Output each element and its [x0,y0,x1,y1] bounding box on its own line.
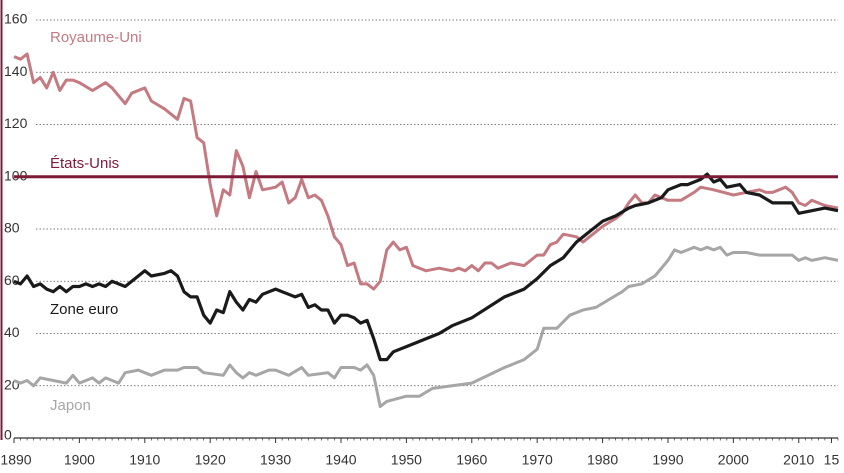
x-tick-label: 1930 [260,452,291,468]
series-line [13,52,839,291]
x-tick-label: 1900 [64,452,95,468]
y-tick-label: 20 [4,376,20,392]
series-label: Royaume-Uni [50,29,142,46]
x-tick-label: 1980 [587,452,618,468]
y-tick-label: 140 [4,63,28,79]
y-tick-label: 60 [4,272,20,288]
series-line [13,245,839,409]
series-line [13,172,839,362]
x-tick-label: 1920 [195,452,226,468]
x-tick-label: 1890 [0,452,31,468]
series-label: Zone euro [50,301,118,318]
y-tick-label: 80 [4,220,20,236]
x-tick-label: 1960 [456,452,487,468]
x-tick-label: 15 [824,452,840,468]
y-tick-label: 40 [4,324,20,340]
series-label: États-Unis [50,155,119,172]
x-tick-label: 1950 [391,452,422,468]
x-tick-label: 1990 [652,452,683,468]
x-tick-label: 2000 [718,452,749,468]
x-tick-label: 1970 [522,452,553,468]
y-tick-label: 160 [4,11,28,27]
y-tick-label: 0 [4,427,12,443]
x-tick-label: 2010 [783,452,814,468]
x-tick-label: 1910 [129,452,160,468]
x-tick-label: 1940 [325,452,356,468]
y-tick-label: 120 [4,115,28,131]
series-label: Japon [50,397,91,414]
